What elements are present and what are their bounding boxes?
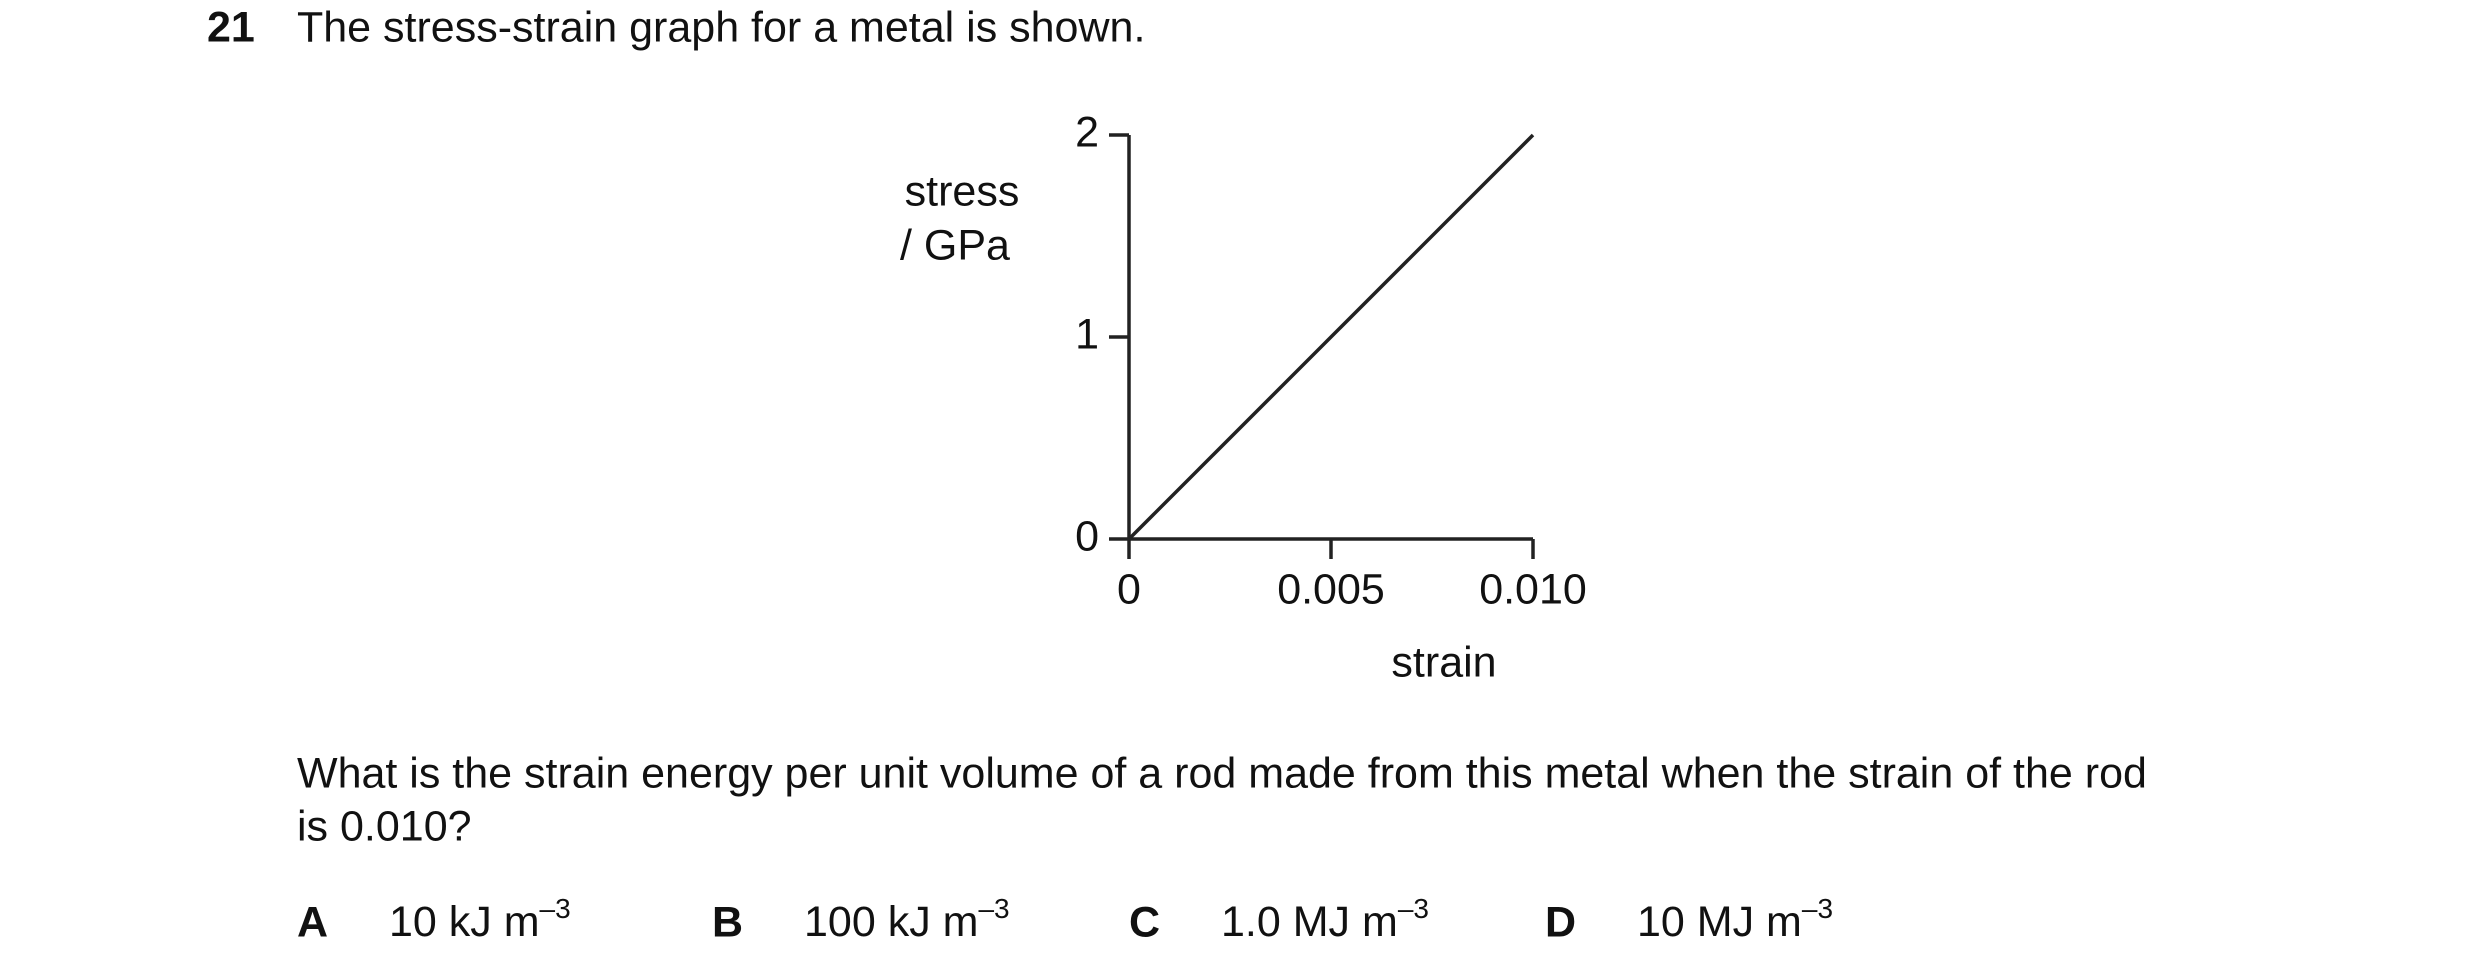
question-intro: The stress-strain graph for a metal is s… [297, 3, 1145, 51]
y-tick-label: 0 [1075, 512, 1099, 560]
question-prompt: What is the strain energy per unit volum… [297, 749, 2147, 797]
option-exponent: –3 [540, 893, 571, 924]
y-tick-label: 1 [1075, 310, 1099, 358]
option-letter: C [1129, 898, 1160, 946]
option-letter: D [1545, 898, 1576, 946]
option-text: 100 kJ m–3 [804, 893, 1010, 946]
option-value: 1.0 MJ m [1221, 898, 1398, 946]
option-value: 10 kJ m [389, 898, 540, 946]
data-line [1127, 133, 1535, 541]
option-text: 10 kJ m–3 [389, 893, 571, 946]
x-tick-label: 0.005 [1277, 565, 1385, 613]
y-tick-label: 2 [1075, 108, 1099, 156]
option-value: 100 kJ m [804, 898, 978, 946]
option-text: 10 MJ m–3 [1637, 893, 1833, 946]
option-exponent: –3 [1398, 893, 1429, 924]
option-exponent: –3 [978, 893, 1009, 924]
x-tick-label: 0.010 [1479, 565, 1587, 613]
option-exponent: –3 [1802, 893, 1833, 924]
option-letter: A [297, 898, 328, 946]
y-axis-label: stress [905, 167, 1020, 215]
option-letter: B [712, 898, 743, 946]
x-axis-label: strain [1391, 638, 1496, 686]
question-prompt: is 0.010? [297, 802, 472, 850]
option-value: 10 MJ m [1637, 898, 1802, 946]
y-axis-label: / GPa [900, 221, 1010, 269]
option-text: 1.0 MJ m–3 [1221, 893, 1429, 946]
question-number: 21 [207, 3, 255, 51]
x-tick-label: 0 [1117, 565, 1141, 613]
